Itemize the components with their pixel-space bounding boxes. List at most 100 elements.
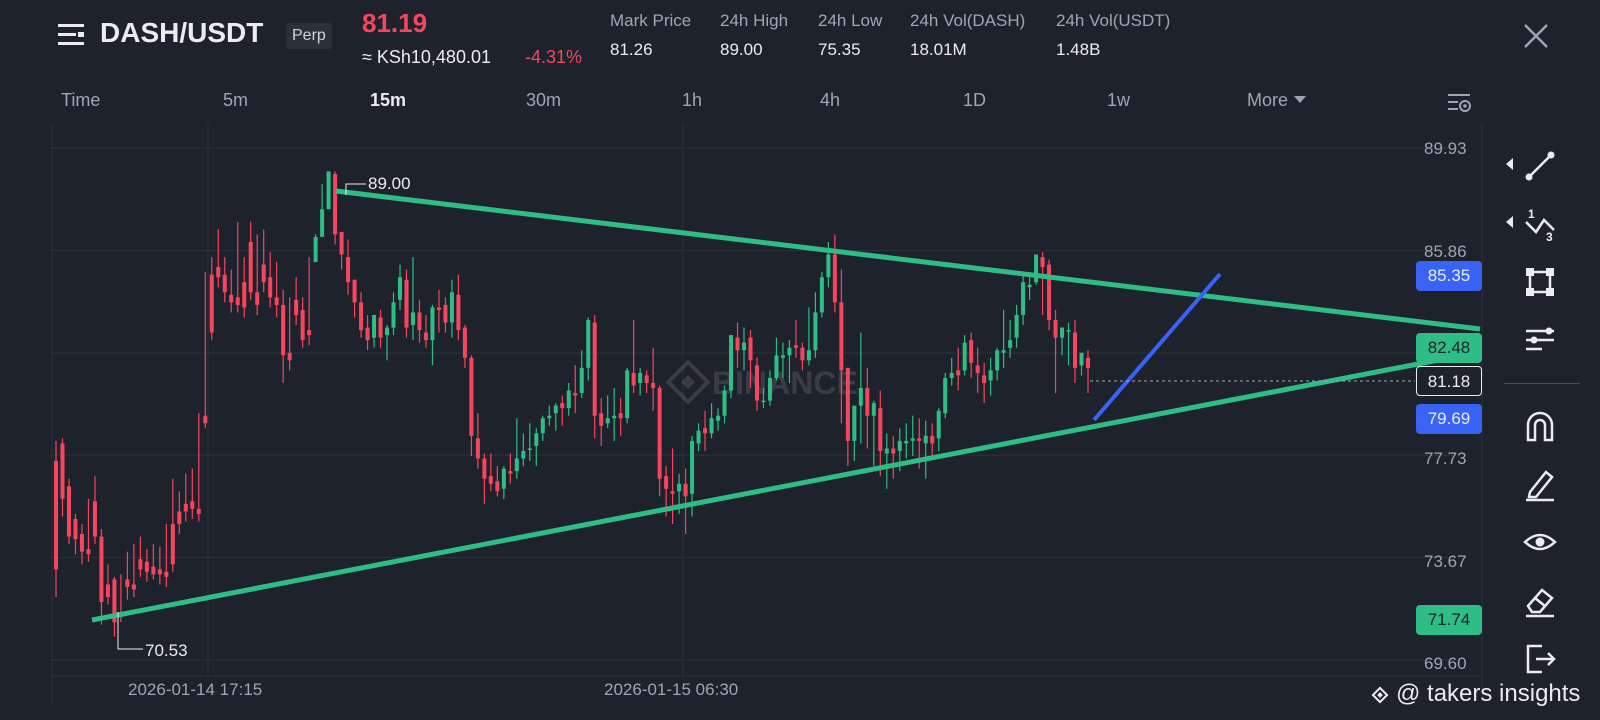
candle-up [716, 415, 721, 421]
price-tag-last: 81.18 [1416, 366, 1482, 396]
candle-down [92, 501, 97, 537]
candle-down [982, 375, 987, 383]
indicator-settings-icon[interactable] [1522, 322, 1558, 358]
candle-down [66, 486, 71, 537]
candle-down [235, 297, 240, 305]
svg-text:3: 3 [1546, 230, 1553, 242]
fib-tool-icon[interactable]: 1 3 [1522, 206, 1558, 242]
close-icon[interactable] [1522, 22, 1550, 50]
author-watermark: @ takers insights [1368, 680, 1580, 708]
candle-up [774, 355, 779, 378]
candle-up [767, 377, 772, 401]
candle-down [664, 476, 669, 489]
exit-icon[interactable] [1522, 640, 1558, 676]
tab-4h[interactable]: 4h [820, 90, 841, 110]
low-label: 70.53 [145, 641, 188, 660]
candle-up [696, 430, 701, 444]
candle-down [339, 231, 344, 255]
high-label: 89.00 [368, 174, 411, 193]
chart-settings-icon[interactable] [1446, 90, 1472, 116]
candle-up [709, 418, 714, 434]
candle-down [508, 471, 513, 474]
pencil-icon[interactable] [1522, 466, 1558, 502]
stat-24h-vol-base: 24h Vol(DASH) 18.01M [910, 11, 1025, 60]
tab-more[interactable]: More [1247, 90, 1307, 111]
tab-time[interactable]: Time [61, 90, 101, 110]
candle-down [573, 393, 578, 396]
tab-1w[interactable]: 1w [1107, 90, 1131, 110]
candle-down [53, 461, 59, 570]
candle-down [183, 503, 188, 512]
symbol-name[interactable]: DASH/USDT [100, 17, 264, 48]
candle-down [190, 501, 195, 509]
candle-down [462, 327, 467, 358]
candle-up [449, 292, 454, 323]
candlestick-chart[interactable]: BINANCE [0, 120, 1600, 710]
candle-down [469, 357, 474, 436]
candle-down [488, 476, 493, 484]
candle-down [443, 304, 448, 323]
rectangle-icon[interactable] [1522, 264, 1558, 300]
eye-icon[interactable] [1522, 524, 1558, 560]
price-tag-blue-upper: 85.35 [1416, 261, 1482, 291]
candle-down [735, 337, 740, 351]
candle-up [320, 209, 325, 237]
candle-up [787, 347, 792, 356]
tab-30m[interactable]: 30m [526, 90, 562, 110]
candle-down [177, 511, 182, 525]
candle-up [923, 435, 928, 444]
candle-down [644, 375, 649, 383]
candle-down [475, 438, 480, 459]
price-tag-green-lower: 71.74 [1416, 605, 1482, 635]
candle-up [722, 390, 727, 416]
candle-down [975, 365, 980, 373]
tab-5m[interactable]: 5m [223, 90, 249, 110]
candle-down [131, 584, 136, 590]
tool-caret-icon [1506, 216, 1513, 228]
candle-down [151, 566, 156, 575]
tab-1h[interactable]: 1h [682, 90, 703, 110]
candle-up [527, 448, 532, 450]
candle-up [949, 372, 954, 378]
svg-text:1: 1 [1528, 207, 1535, 221]
projection-line [1092, 272, 1222, 422]
candle-up [1079, 352, 1084, 366]
candle-down [423, 332, 428, 341]
fiat-price: ≈ KSh10,480.01 [362, 47, 491, 67]
stat-label: Mark Price [610, 11, 692, 30]
candle-up [385, 327, 390, 336]
candle-down [86, 549, 91, 555]
stat-24h-vol-quote: 24h Vol(USDT) 1.48B [1056, 11, 1170, 60]
tab-1d[interactable]: 1D [963, 90, 987, 110]
tab-15m[interactable]: 15m [370, 90, 407, 110]
candle-down [1073, 332, 1078, 368]
price-axis-label: 85.86 [1424, 242, 1467, 261]
candle-down [274, 297, 279, 305]
candle-down [657, 388, 662, 479]
candle-up [943, 377, 948, 414]
candle-up [410, 312, 415, 326]
trend-line-icon[interactable] [1522, 148, 1558, 184]
magnet-icon[interactable] [1522, 408, 1558, 444]
candle-up [313, 236, 318, 263]
eraser-icon[interactable] [1522, 582, 1558, 618]
candle-up [677, 483, 682, 492]
stat-label: 24h Vol(DASH) [910, 11, 1026, 30]
chart-grid [50, 124, 1483, 702]
candle-down [378, 317, 383, 338]
candle-down [229, 294, 234, 303]
candle-down [683, 483, 688, 497]
candle-down [196, 508, 201, 514]
time-axis-label: 2026-01-14 17:15 [128, 680, 263, 699]
candle-down [592, 322, 597, 416]
candle-up [540, 418, 545, 434]
menu-icon[interactable] [56, 20, 86, 50]
candle-up [780, 355, 785, 358]
candle-up [884, 448, 889, 454]
candle-down [631, 372, 636, 386]
tool-caret-icon [1506, 158, 1513, 170]
candles [53, 171, 1091, 637]
candle-down [79, 534, 84, 552]
candle-down [845, 367, 850, 441]
candle-up [729, 335, 734, 391]
